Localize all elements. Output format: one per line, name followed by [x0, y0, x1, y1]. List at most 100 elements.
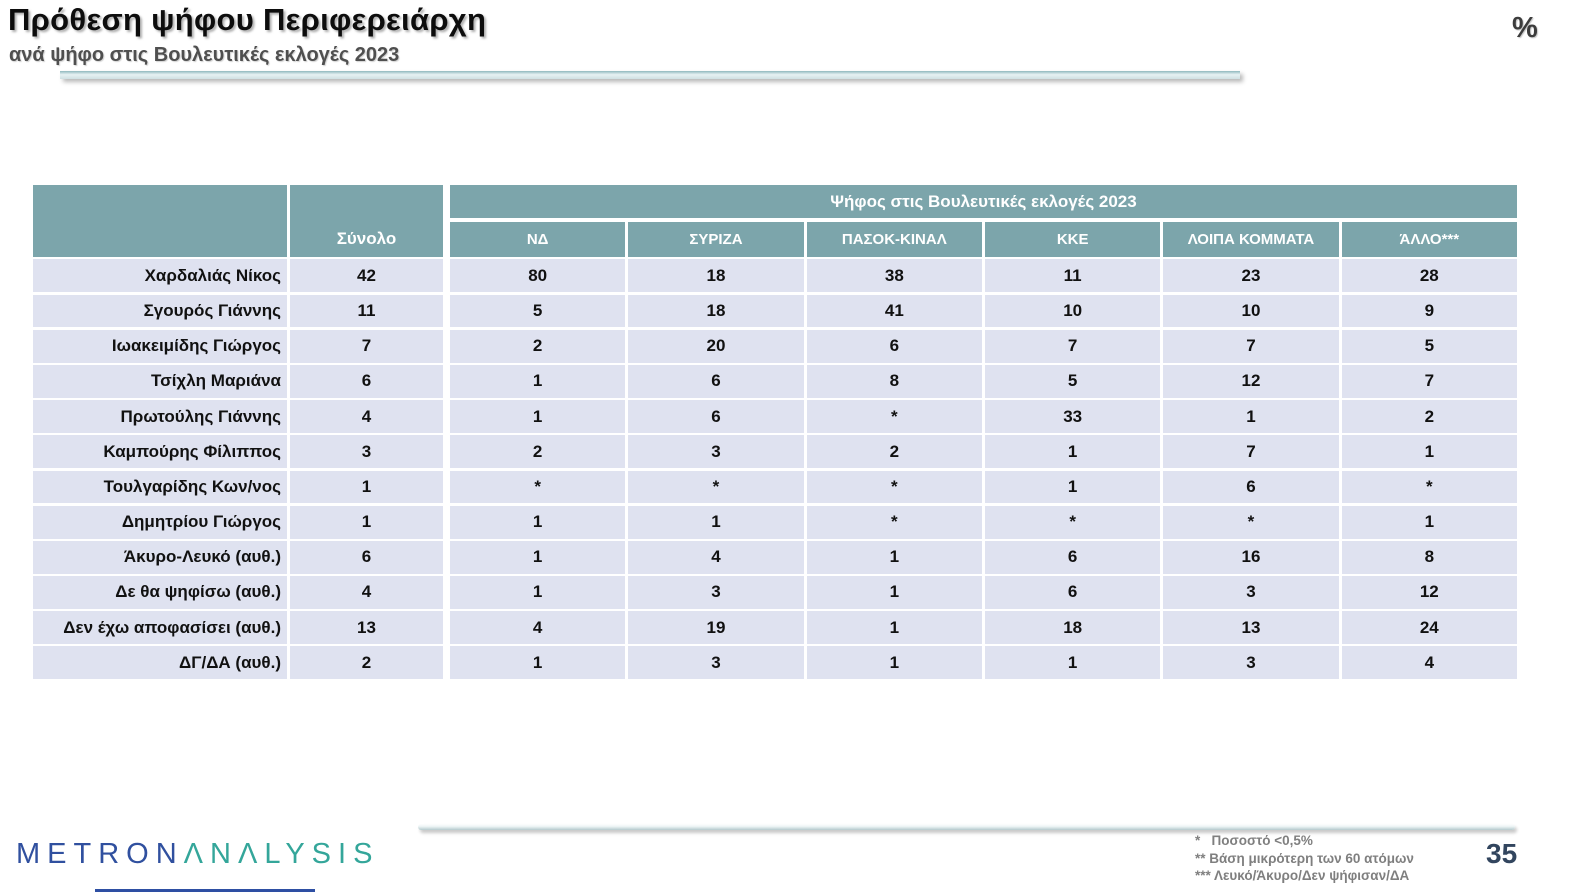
row-label: Άκυρο-Λευκό (αυθ.)	[33, 540, 287, 574]
value-cell: 7	[1163, 329, 1339, 363]
row-label: Χαρδαλιάς Νίκος	[33, 259, 287, 293]
value-cell: 1	[984, 470, 1161, 504]
value-cell: 2	[806, 435, 982, 469]
table-row: ΔΓ/ΔΑ (αυθ.) 2 1 3 1 1 3 4	[33, 646, 1517, 680]
logo-metron-text: METRON	[16, 838, 184, 870]
value-cell: *	[450, 470, 626, 504]
value-cell: 11	[984, 259, 1161, 293]
value-cell: 16	[1163, 540, 1339, 574]
value-cell: 6	[806, 329, 982, 363]
value-cell: 5	[984, 364, 1161, 398]
value-cell: 1	[806, 611, 982, 645]
value-cell: *	[806, 470, 982, 504]
value-cell: 2	[450, 329, 626, 363]
row-values: 1 3 1 6 3 12	[450, 576, 1517, 609]
table-row: Δημητρίου Γιώργος 1 1 1 * * * 1	[33, 505, 1517, 539]
row-values: 1 6 * 33 1 2	[450, 400, 1517, 433]
value-cell: 1	[806, 540, 982, 574]
row-values: * * * 1 6 *	[450, 470, 1517, 504]
value-cell: 1	[1341, 435, 1517, 469]
value-cell: 1	[628, 505, 804, 539]
party-column-header: ΆΛΛΟ***	[1341, 222, 1517, 257]
value-cell: 3	[1163, 646, 1339, 680]
corner-blank-cell	[33, 185, 287, 257]
row-total-value: 3	[290, 435, 443, 469]
value-cell: 6	[984, 540, 1161, 574]
party-column-header: ΝΔ	[450, 222, 626, 257]
table-row: Τουλγαρίδης Κων/νος 1 * * * 1 6 *	[33, 470, 1517, 504]
value-cell: 5	[1341, 329, 1517, 363]
page-subtitle: ανά ψήφο στις Βουλευτικές εκλογές 2023	[9, 44, 400, 66]
value-cell: *	[1341, 470, 1517, 504]
value-cell: 1	[984, 646, 1161, 680]
table-row: Σγουρός Γιάννης 11 5 18 41 10 10 9	[33, 294, 1517, 328]
value-cell: 4	[450, 611, 626, 645]
page-number: 35	[1486, 838, 1518, 869]
group-column-block: Ψήφος στις Βουλευτικές εκλογές 2023 ΝΔ ΣΥ…	[450, 185, 1517, 257]
value-cell: 5	[450, 294, 626, 328]
value-cell: 3	[1163, 576, 1339, 609]
row-values: 1 6 8 5 12 7	[450, 364, 1517, 398]
footnote-line: * Ποσοστό <0,5%	[1195, 833, 1313, 848]
value-cell: 1	[450, 364, 626, 398]
row-label: ΔΓ/ΔΑ (αυθ.)	[33, 646, 287, 680]
row-label: Δε θα ψηφίσω (αυθ.)	[33, 576, 287, 609]
vote-intention-table: Σύνολο Ψήφος στις Βουλευτικές εκλογές 20…	[33, 185, 1517, 680]
logo-analysis-text: ΛNΛLYSIS	[183, 838, 380, 870]
value-cell: 1	[1341, 505, 1517, 539]
value-cell: *	[984, 505, 1161, 539]
metron-analysis-logo: METRONΛNΛLYSIS	[16, 838, 379, 871]
row-label: Τσίχλη Μαριάνα	[33, 364, 287, 398]
footnote-line: ** Βάση μικρότερη των 60 ατόμων	[1195, 850, 1414, 866]
row-total-value: 1	[290, 505, 443, 539]
table-header: Σύνολο Ψήφος στις Βουλευτικές εκλογές 20…	[33, 185, 1517, 257]
row-values: 1 1 * * * 1	[450, 505, 1517, 539]
row-values: 80 18 38 11 23 28	[450, 259, 1517, 293]
bottom-accent-bar	[95, 889, 315, 892]
value-cell: *	[806, 505, 982, 539]
value-cell: *	[1163, 505, 1339, 539]
value-cell: 3	[628, 576, 804, 609]
value-cell: 20	[628, 329, 804, 363]
value-cell: 80	[450, 259, 626, 293]
footnote-line: *** Λευκό/Άκυρο/Δεν ψήφισαν/ΔΑ	[1195, 868, 1410, 884]
party-column-header: ΣΥΡΙΖΑ	[628, 222, 804, 257]
value-cell: 12	[1163, 364, 1339, 398]
value-cell: 4	[628, 540, 804, 574]
table-row: Καμπούρης Φίλιππος 3 2 3 2 1 7 1	[33, 435, 1517, 469]
party-column-header: ΠΑΣΟΚ-ΚΙΝΑΛ	[806, 222, 982, 257]
row-total-value: 7	[290, 329, 443, 363]
footer-rule	[418, 824, 1515, 830]
value-cell: 1	[450, 540, 626, 574]
row-total-value: 13	[290, 611, 443, 645]
value-cell: 18	[984, 611, 1161, 645]
table-body: Χαρδαλιάς Νίκος 42 80 18 38 11 23 28 Σγουρός Γιά…	[33, 259, 1517, 680]
row-total-value: 6	[290, 540, 443, 574]
value-cell: 12	[1341, 576, 1517, 609]
value-cell: 18	[628, 294, 804, 328]
value-cell: 3	[628, 646, 804, 680]
row-label: Ιωακειμίδης Γιώργος	[33, 329, 287, 363]
row-values: 4 19 1 18 13 24	[450, 611, 1517, 645]
value-cell: 18	[628, 259, 804, 293]
value-cell: 1	[450, 400, 626, 433]
value-cell: *	[628, 470, 804, 504]
value-cell: 1	[806, 576, 982, 609]
value-cell: 9	[1341, 294, 1517, 328]
value-cell: 23	[1163, 259, 1339, 293]
value-cell: 41	[806, 294, 982, 328]
table-row: Τσίχλη Μαριάνα 6 1 6 8 5 12 7	[33, 364, 1517, 398]
value-cell: 13	[1163, 611, 1339, 645]
value-cell: 19	[628, 611, 804, 645]
row-values: 5 18 41 10 10 9	[450, 294, 1517, 328]
row-total-value: 11	[290, 294, 443, 328]
row-total-value: 6	[290, 364, 443, 398]
value-cell: 1	[450, 646, 626, 680]
row-label: Τουλγαρίδης Κων/νος	[33, 470, 287, 504]
row-total-value: 2	[290, 646, 443, 680]
group-header: Ψήφος στις Βουλευτικές εκλογές 2023	[450, 185, 1517, 218]
value-cell: *	[806, 400, 982, 433]
value-cell: 6	[1163, 470, 1339, 504]
party-column-header: ΚΚΕ	[984, 222, 1161, 257]
